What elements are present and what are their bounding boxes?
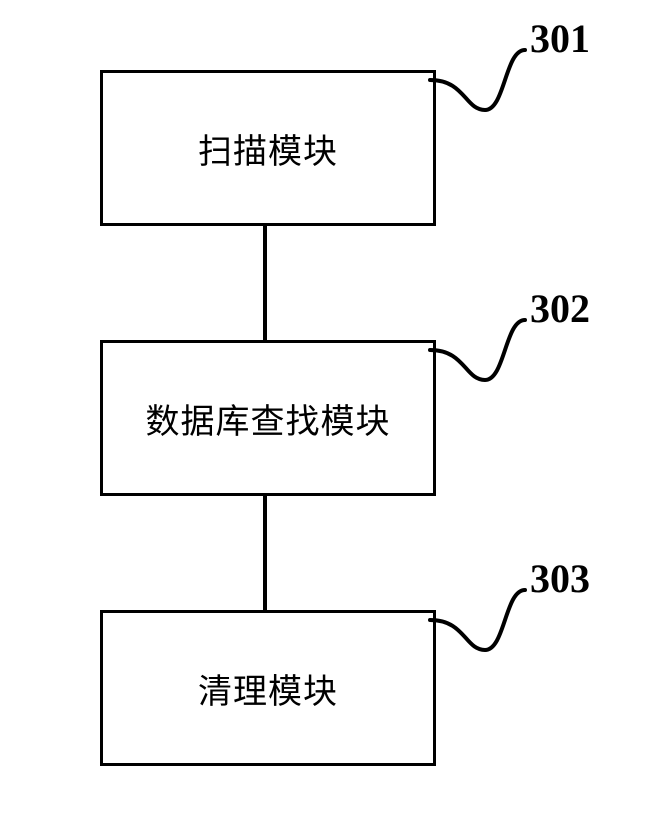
module-box-label: 清理模块 (198, 664, 338, 713)
module-box-scan: 扫描模块 (100, 70, 436, 226)
connector-b1-b2 (263, 223, 267, 340)
leader-line-302 (430, 310, 530, 380)
connector-b2-b3 (263, 493, 267, 610)
module-box-cleanup: 清理模块 (100, 610, 436, 766)
leader-line-303 (430, 580, 530, 650)
ref-label-301: 301 (530, 15, 590, 62)
ref-label-303: 303 (530, 555, 590, 602)
module-box-db-lookup: 数据库查找模块 (100, 340, 436, 496)
leader-line-301 (430, 40, 530, 110)
module-box-label: 数据库查找模块 (146, 394, 391, 443)
module-box-label: 扫描模块 (198, 124, 338, 173)
ref-label-302: 302 (530, 285, 590, 332)
